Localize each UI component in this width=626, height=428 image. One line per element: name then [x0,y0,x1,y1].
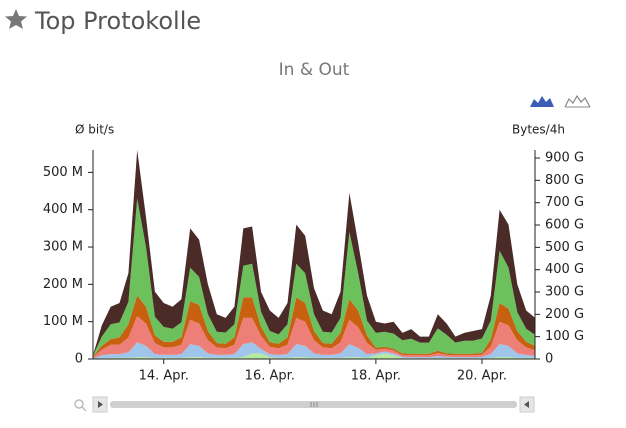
area-series [93,316,535,359]
area-chart-icon[interactable] [530,96,554,107]
scrollbar[interactable] [74,396,535,413]
y2-tick-label: 700 G [545,195,584,210]
y-tick-label: 0 [75,352,83,367]
y2-tick-label: 900 G [545,151,584,166]
y2-tick-label: 600 G [545,218,584,233]
star-icon[interactable] [5,9,27,29]
y2-tick-label: 0 [545,352,553,367]
y-tick-label: 300 M [43,240,83,255]
y2-tick-label: 200 G [545,307,584,322]
y2-tick-label: 800 G [545,173,584,188]
y-tick-label: 200 M [43,277,83,292]
y2-tick-label: 500 G [545,240,584,255]
area-series [93,353,535,359]
area-series [93,342,535,359]
area-series [93,198,535,357]
x-tick-label: 18. Apr. [351,369,401,384]
x-tick-label: 20. Apr. [457,369,507,384]
chart-title: In & Out [279,60,350,80]
widget-title: Top Protokolle [34,7,201,35]
y-tick-label: 100 M [43,314,83,329]
plot: 0 100 M 200 M 300 M 400 M 500 M 0 100 G 200 G 300… [43,150,584,384]
y2-tick-label: 400 G [545,262,584,277]
area-series [93,150,535,356]
y-tick-label: 400 M [43,202,83,217]
y2-axis-label: Bytes/4h [512,123,565,137]
x-tick-label: 14. Apr. [139,369,189,384]
area-series [93,295,535,358]
y2-tick-label: 300 G [545,285,584,300]
line-chart-icon[interactable] [564,94,591,108]
x-tick-label: 16. Apr. [245,369,295,384]
y2-tick-label: 100 G [545,329,584,344]
y-axis-label: Ø bit/s [75,123,114,137]
y-tick-label: 500 M [43,165,83,180]
